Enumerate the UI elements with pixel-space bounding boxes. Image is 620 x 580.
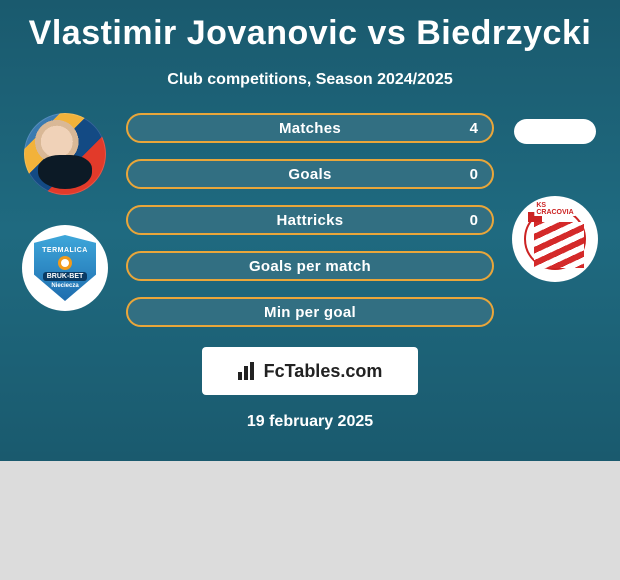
left-badge-ball-icon xyxy=(58,256,72,270)
stat-label: Goals xyxy=(288,166,331,183)
subtitle: Club competitions, Season 2024/2025 xyxy=(0,71,620,89)
stat-bar-goals-per-match: Goals per match xyxy=(126,251,494,281)
stat-bar-hattricks: Hattricks 0 xyxy=(126,205,494,235)
left-side-column: TERMALICA BRUK-BET Nieciecza xyxy=(0,113,120,311)
date-text: 19 february 2025 xyxy=(0,413,620,431)
stat-bar-min-per-goal: Min per goal xyxy=(126,297,494,327)
left-club-badge: TERMALICA BRUK-BET Nieciecza xyxy=(22,225,108,311)
bar-chart-icon xyxy=(238,362,258,380)
brand-logo-box: FcTables.com xyxy=(202,347,418,395)
stat-right-value: 4 xyxy=(470,120,478,137)
stat-bar-matches: Matches 4 xyxy=(126,113,494,143)
stat-right-value: 0 xyxy=(470,212,478,229)
right-player-placeholder xyxy=(514,119,596,144)
left-badge-text-top: TERMALICA xyxy=(42,247,88,254)
content-row: TERMALICA BRUK-BET Nieciecza Matches 4 G… xyxy=(0,113,620,327)
right-badge-text: KS CRACOVIA xyxy=(534,202,575,216)
left-badge-text-bottom: Nieciecza xyxy=(51,283,78,289)
stat-label: Goals per match xyxy=(249,258,371,275)
left-player-photo xyxy=(24,113,106,195)
stat-right-value: 0 xyxy=(470,166,478,183)
left-club-shield: TERMALICA BRUK-BET Nieciecza xyxy=(34,235,96,301)
comparison-card: Vlastimir Jovanovic vs Biedrzycki Club c… xyxy=(0,0,620,461)
brand-text: FcTables.com xyxy=(264,361,383,382)
stat-bars: Matches 4 Goals 0 Hattricks 0 Goals per … xyxy=(120,113,500,327)
right-side-column: KS CRACOVIA xyxy=(500,113,620,282)
stat-label: Hattricks xyxy=(277,212,344,229)
right-club-crest: KS CRACOVIA xyxy=(520,204,590,274)
stat-label: Min per goal xyxy=(264,304,356,321)
left-badge-text-mid: BRUK-BET xyxy=(43,272,88,281)
crest-stripes-icon xyxy=(534,222,584,268)
right-club-badge: KS CRACOVIA xyxy=(512,196,598,282)
stat-bar-goals: Goals 0 xyxy=(126,159,494,189)
page-title: Vlastimir Jovanovic vs Biedrzycki xyxy=(0,0,620,53)
stat-label: Matches xyxy=(279,120,341,137)
